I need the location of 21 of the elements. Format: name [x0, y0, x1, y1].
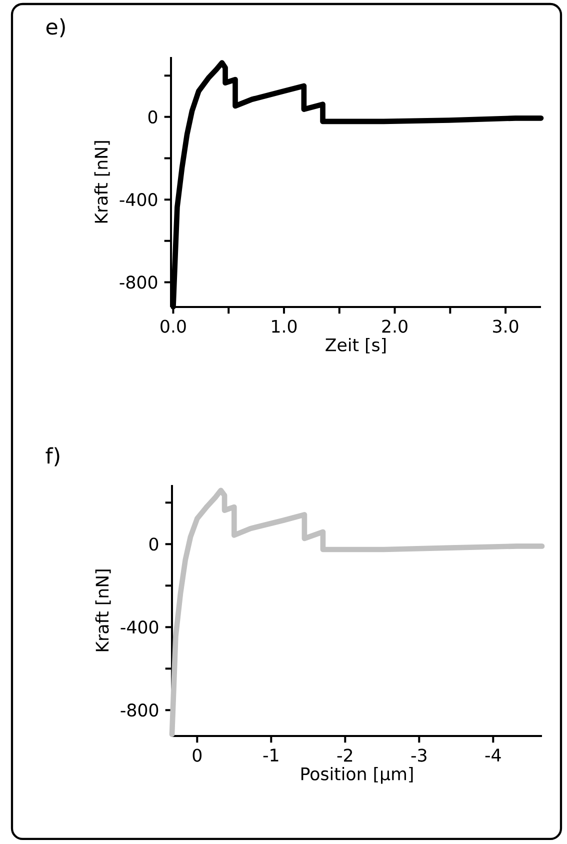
x-tick-label: 1.0	[272, 320, 297, 333]
x-tick-label: 0	[192, 748, 202, 762]
x-tick-label: -1	[263, 748, 278, 762]
y-tick-label: -400	[120, 620, 158, 634]
y-tick-label: 0	[148, 110, 158, 124]
y-tick-label: -800	[120, 704, 158, 717]
y-tick-label: -400	[120, 193, 158, 206]
x-tick-label: 3.0	[493, 320, 518, 333]
x-tick-label: 2.0	[382, 320, 408, 333]
x-tick-label: -4	[485, 748, 501, 762]
y-axis-title: Kraft [nN]	[95, 570, 111, 652]
x-tick-label: -3	[411, 748, 426, 762]
x-tick-label: 0.0	[160, 320, 186, 333]
y-tick-label: 0	[149, 538, 158, 551]
x-tick-label: -2	[337, 748, 352, 762]
chart-title: f)	[46, 447, 60, 466]
y-tick-label: -800	[120, 276, 158, 289]
x-axis-title: Position [μm]	[301, 766, 413, 784]
y-axis-title: Kraft [nN]	[94, 141, 110, 223]
chart-title: e)	[46, 18, 65, 38]
x-axis-title: Zeit [s]	[326, 338, 386, 354]
